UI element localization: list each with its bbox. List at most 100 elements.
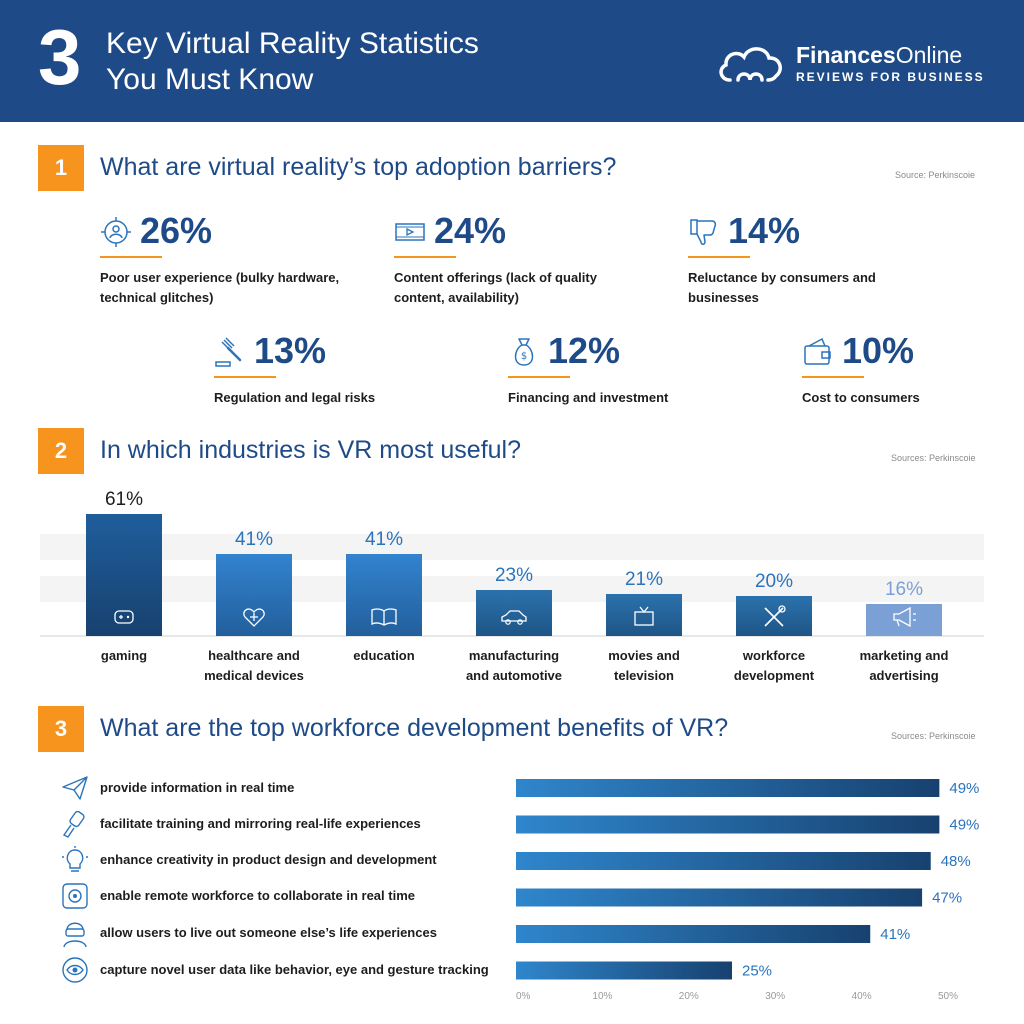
section-2-source: Sources: Perkinscoie [891,453,976,463]
gavel-icon [215,337,242,367]
film-strip-icon [395,223,425,241]
stat-label: Reluctance by consumers and businesses [688,270,876,305]
section-2-title: In which industries is VR most useful? [100,436,522,464]
stat-underline [802,376,864,378]
stat-label: Poor user experience (bulky hardware, te… [100,270,340,305]
benefit-value-label: 25% [742,963,772,980]
page-title-line2: You Must Know [106,63,314,96]
bar-value-label: 61% [105,489,143,510]
stat-label: Regulation and legal risks [214,390,376,405]
svg-text:$: $ [521,351,527,362]
category-label: manufacturing [469,648,559,663]
benefit-label: facilitate training and mirroring real-l… [100,816,421,831]
bar-value-label: 41% [235,529,273,550]
vr-headset-user-icon [63,922,87,948]
category-label: marketing and [860,648,949,663]
benefit-value-label: 48% [941,853,971,870]
section-1-badge: 1 [38,145,84,191]
stat-value: 12% [548,330,621,371]
x-tick-label: 10% [592,991,612,1002]
industries-bar-chart: 61% gaming 41% healthcare and medical device… [40,489,984,683]
logo-name-rest: Online [895,42,963,68]
benefit-bar [516,961,732,980]
bar-value-label: 23% [495,565,533,586]
x-tick-label: 50% [938,991,958,1002]
header-banner: 3 Key Virtual Reality Statistics You Mus… [0,0,1024,122]
benefit-bar [516,888,923,907]
stat-underline [508,376,570,378]
bar-value-label: 16% [885,579,923,600]
benefit-row: capture novel user data like behavior, e… [60,955,510,985]
eye-tracking-icon [62,957,88,983]
x-tick-label: 0% [516,991,531,1002]
section-3-title: What are the top workforce development b… [100,714,729,742]
megaphone-icon [893,606,916,628]
section-1-source: Source: Perkinscoie [895,170,976,180]
thumbs-down-icon [690,219,717,245]
bar-healthcare-and-medical-devices [216,554,292,636]
benefit-bar [516,779,940,797]
category-label: healthcare and [208,648,300,663]
wallet-icon [804,337,831,365]
money-bag-icon: $ [514,338,534,366]
logo: FinancesOnline REVIEWS FOR BUSINESS [716,40,988,88]
section-1-title: What are virtual reality’s top adoption … [100,153,617,181]
category-label: gaming [101,648,147,663]
logo-name: FinancesOnline [796,42,962,69]
lightbulb-icon [62,846,88,872]
benefit-row: enable remote workforce to collaborate i… [60,881,510,911]
logo-tagline: REVIEWS FOR BUSINESS [796,70,985,84]
benefit-row: facilitate training and mirroring real-l… [60,809,510,839]
category-label: advertising [869,668,938,683]
stat-label: Financing and investment [508,390,669,405]
benefit-bar [516,815,940,834]
benefit-value-label: 41% [880,926,910,943]
category-label: medical devices [204,668,304,683]
benefit-value-label: 47% [932,890,962,907]
bar-value-label: 20% [755,571,793,592]
section-2-badge: 2 [38,428,84,474]
bar-manufacturing-and-automotive [476,590,552,636]
gamepad-icon [114,610,134,624]
page-title-line1: Key Virtual Reality Statistics [106,27,479,60]
x-tick-label: 40% [852,991,872,1002]
heart-plus-icon [243,608,265,627]
tv-icon [634,606,654,626]
benefit-bar [516,852,931,870]
stat-value: 13% [254,330,327,371]
bar-marketing-and-advertising [866,604,942,636]
benefit-row: allow users to live out someone else’s l… [60,918,510,948]
stat-underline [214,376,276,378]
header-number: 3 [38,13,82,101]
bar-gaming [86,514,162,636]
book-icon [371,608,397,626]
benefit-row: provide information in real time [60,773,510,803]
x-tick-label: 20% [679,991,699,1002]
car-icon [501,610,527,625]
stat-value: 26% [140,210,213,251]
bar-value-label: 21% [625,569,663,590]
stat-underline [688,256,750,258]
section-3-source: Sources: Perkinscoie [891,731,976,741]
category-label: education [353,648,414,663]
benefit-label: enable remote workforce to collaborate i… [100,888,415,903]
stat-underline [100,256,162,258]
category-label: movies and [608,648,680,663]
category-label: development [734,668,815,683]
stat-label: Content offerings (lack of quality conte… [394,270,597,305]
page-title: Key Virtual Reality Statistics You Must … [106,26,479,98]
benefits-bar-chart: 49% 49% 48% 47% 41% 25% 0% 10% 20% 30% 40% 50% [516,779,979,1002]
paper-plane-icon [62,776,88,800]
user-target-icon [101,217,131,247]
cloud-logo-icon [719,47,782,82]
stat-underline [394,256,456,258]
benefit-label: provide information in real time [100,780,295,795]
x-tick-label: 30% [765,991,785,1002]
benefit-label: capture novel user data like behavior, e… [100,962,489,977]
tools-icon [764,605,786,627]
logo-name-bold: Finances [796,42,896,68]
benefit-row: enhance creativity in product design and… [60,845,510,875]
vr-controller-icon [62,810,85,838]
stat-label: Cost to consumers [802,390,920,405]
bar-value-label: 41% [365,529,403,550]
